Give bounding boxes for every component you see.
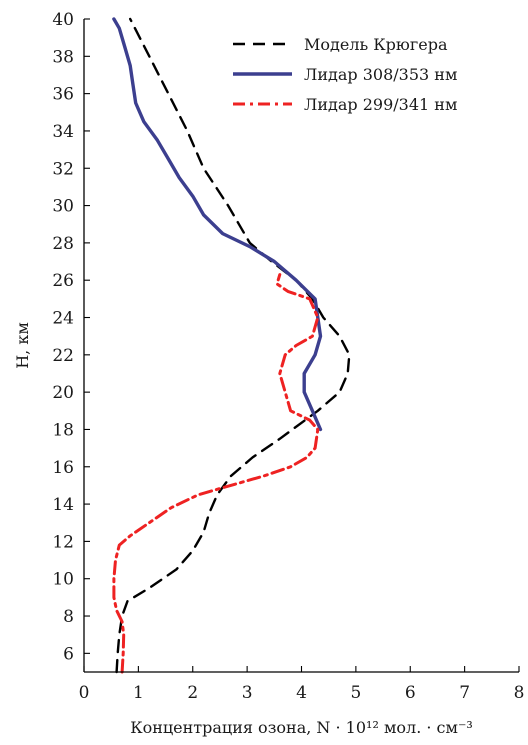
y-tick-label: 6 [63, 644, 74, 664]
y-tick-label: 40 [52, 10, 74, 30]
y-tick-label: 30 [52, 197, 74, 217]
x-tick-label: 5 [350, 683, 361, 703]
x-tick-label: 2 [187, 683, 198, 703]
series-line-2 [112, 17, 323, 432]
y-tick-label: 36 [52, 85, 74, 105]
x-tick-label: 8 [514, 683, 525, 703]
series-line-1 [115, 17, 351, 674]
y-tick-label: 34 [52, 122, 74, 142]
x-tick-label: 3 [242, 683, 253, 703]
legend: Модель Крюгера Лидар 308/353 нм Лидар 299/… [233, 35, 457, 114]
x-tick-label: 6 [405, 683, 416, 703]
y-tick-label: 38 [52, 47, 74, 67]
y-tick-label: 22 [52, 346, 74, 366]
x-tick-label: 7 [459, 683, 470, 703]
y-tick-label: 24 [52, 309, 74, 329]
y-tick-label: 14 [52, 495, 74, 515]
y-tick-label: 10 [52, 570, 74, 590]
legend-label-1: Модель Крюгера [304, 35, 448, 54]
x-tick-label: 1 [133, 683, 144, 703]
y-tick-label: 18 [52, 420, 74, 440]
legend-label-3: Лидар 299/341 нм [304, 95, 457, 114]
y-tick-label: 20 [52, 383, 74, 403]
y-tick-label: 32 [52, 159, 74, 179]
y-tick-label: 26 [52, 271, 74, 291]
x-tick-label: 0 [79, 683, 90, 703]
x-axis-title: Концентрация озона, N · 10¹² мол. · см⁻³ [130, 718, 473, 737]
axes: 0 1 2 3 4 5 6 7 86810121416182022242628303234363… [52, 10, 524, 703]
y-axis-title: H, км [13, 322, 32, 369]
y-tick-label: 16 [52, 458, 74, 478]
legend-label-2: Лидар 308/353 нм [304, 65, 457, 84]
plot-area [112, 17, 351, 674]
y-tick-label: 8 [63, 607, 74, 627]
series-line-3 [112, 273, 320, 674]
axis-titles: H, км Концентрация озона, N · 10¹² мол. … [13, 322, 473, 737]
x-tick-label: 4 [296, 683, 307, 703]
y-tick-label: 28 [52, 234, 74, 254]
y-tick-label: 12 [52, 532, 74, 552]
